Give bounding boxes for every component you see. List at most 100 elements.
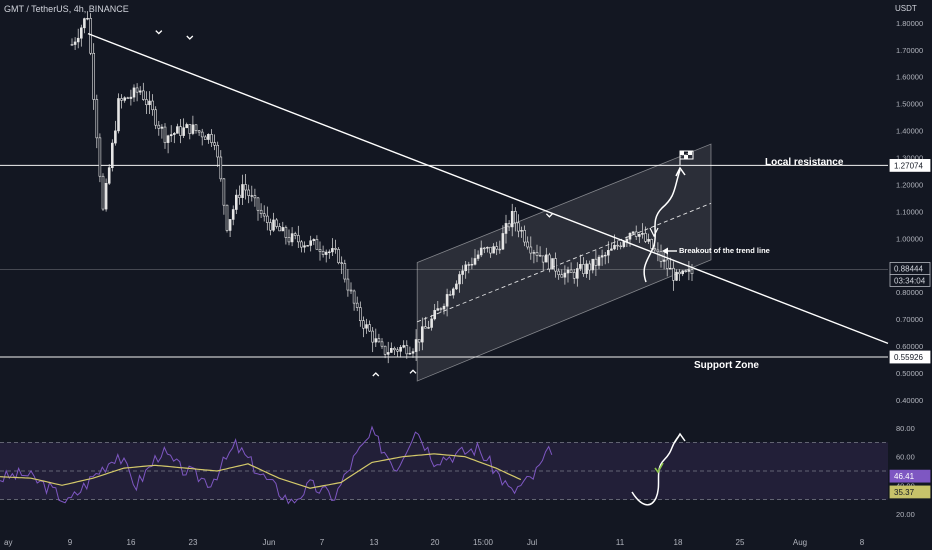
candle-body (690, 269, 694, 275)
candle-body (362, 320, 365, 329)
candle-body (185, 124, 188, 129)
candle-body (275, 219, 278, 227)
candle-body (585, 263, 588, 274)
candle-body (191, 124, 195, 134)
candle-body (668, 267, 672, 270)
candle-body (210, 134, 213, 143)
candle-body (526, 241, 530, 248)
candle-body (343, 263, 347, 280)
candle-body (383, 345, 387, 355)
price-channel (416, 143, 712, 382)
candle-body (197, 130, 201, 133)
candle-body (346, 278, 350, 291)
projection-arrows (631, 166, 686, 506)
candle-body (473, 258, 477, 265)
candle-body (563, 272, 567, 278)
candle-body (176, 126, 179, 134)
candle-body (622, 241, 626, 247)
candle-body (204, 136, 207, 140)
price-tick-label: 1.20000 (896, 180, 923, 189)
time-tick-label: 7 (320, 538, 325, 547)
candle-body (448, 294, 452, 296)
rsi-value-badge (889, 469, 931, 483)
candle-body (656, 249, 660, 253)
candle-body (154, 109, 157, 126)
markers (155, 30, 553, 377)
price-badges: 1.27074 0.55926 0.88444 03:34:04 46.41 35.37 (889, 159, 931, 499)
candle-body (120, 98, 123, 101)
candle-body (408, 352, 412, 355)
candle-body (117, 98, 120, 132)
candle-body (411, 351, 415, 354)
candle-body (290, 233, 294, 243)
rsi-tick-label: 20.00 (896, 510, 915, 519)
arrow-up-icon (675, 166, 686, 177)
candle-body (73, 41, 77, 45)
candle-body (535, 252, 539, 256)
time-tick-label: Jul (527, 538, 537, 547)
candle-body (433, 310, 437, 320)
candle-body (145, 99, 148, 106)
candle-body (393, 347, 396, 351)
candle-body (321, 251, 325, 255)
candle-body (399, 346, 402, 352)
price-axis[interactable]: 0.400000.500000.600000.700000.800000.900… (896, 19, 923, 405)
chevron-down-icon (155, 30, 163, 35)
chevron-down-icon (545, 213, 553, 218)
candle-body (296, 235, 300, 243)
breakout-label: Breakout of the trend line (679, 246, 770, 255)
candle-body (681, 270, 685, 275)
candle-body (427, 327, 430, 329)
candle-body (340, 262, 344, 264)
candle-body (132, 87, 136, 98)
candle-body (603, 254, 607, 257)
candle-body (86, 18, 89, 20)
candle-body (259, 209, 263, 215)
candle-body (417, 339, 421, 343)
price-tick-label: 1.60000 (896, 73, 923, 82)
candle-body (501, 233, 505, 250)
rsi-value-badge-text: 46.41 (894, 472, 915, 481)
candle-body (579, 264, 582, 269)
horizontal-levels (0, 164, 888, 358)
candle-body (331, 248, 334, 253)
candle-body (659, 251, 663, 262)
candle-body (169, 134, 173, 137)
price-tick-label: 1.70000 (896, 46, 923, 55)
axis-unit-label: USDT (895, 4, 917, 13)
chevron-down-icon (186, 35, 194, 40)
price-tick-label: 0.80000 (896, 288, 923, 297)
candle-body (675, 271, 678, 281)
candle-body (600, 255, 604, 258)
candle-body (107, 167, 111, 184)
candle-body (126, 97, 130, 99)
last-price-badge-text: 0.88444 (894, 264, 923, 273)
candle-body (430, 318, 433, 328)
candle-body (507, 223, 511, 228)
projection-path (643, 169, 681, 283)
candle-body (476, 254, 480, 259)
rsi-tick-label: 60.00 (896, 453, 915, 462)
candle-body (619, 245, 623, 248)
time-tick-label: 23 (189, 538, 198, 547)
candle-body (250, 195, 254, 197)
candle-body (272, 219, 275, 231)
time-tick-label: 11 (616, 538, 625, 547)
candle-body (104, 183, 108, 210)
candle-body (405, 345, 409, 355)
rsi-ma-badge-text: 35.37 (894, 488, 915, 497)
candle-body (306, 245, 309, 247)
time-tick-label: 8 (860, 538, 865, 547)
candle-body (572, 272, 576, 279)
candle-body (309, 240, 313, 246)
time-axis[interactable]: ay 9 16 23 Jun 7 13 20 15:00 Jul 11 18 25 Aug 8 (4, 538, 865, 547)
candle-body (334, 248, 337, 250)
candle-body (207, 134, 210, 140)
candle-body (520, 230, 523, 232)
candle-body (138, 90, 142, 93)
candle-body (70, 44, 74, 46)
candle-body (451, 288, 455, 296)
support-badge (889, 350, 931, 364)
candle-body (256, 197, 260, 211)
